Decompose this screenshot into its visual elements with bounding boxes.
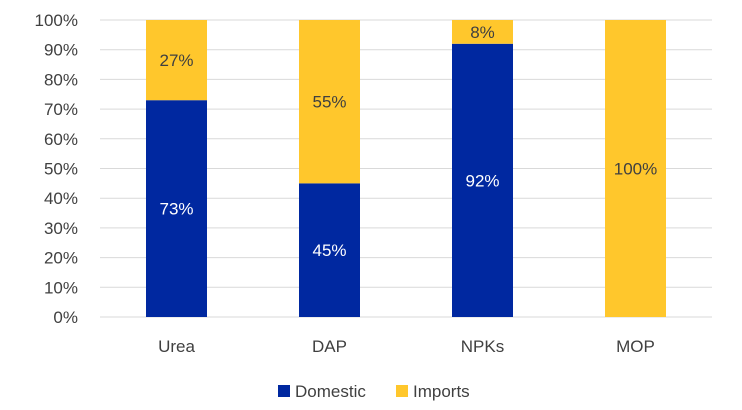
y-axis: 0% 10% 20% 30% 40% 50% 60% 70% 80% 90% 100% <box>35 11 78 327</box>
y-tick-label: 40% <box>44 189 78 208</box>
y-tick-label: 10% <box>44 278 78 297</box>
y-tick-label: 70% <box>44 100 78 119</box>
data-label-imports: 8% <box>470 23 495 42</box>
y-tick-label: 30% <box>44 219 78 238</box>
bar-imports <box>299 20 360 184</box>
x-tick-label: NPKs <box>461 337 504 356</box>
bar-imports <box>605 20 666 317</box>
y-tick-label: 20% <box>44 249 78 268</box>
bars: 73% 27% 45% 55% 92% 8% 100% <box>146 20 666 317</box>
bar-domestic <box>146 100 207 317</box>
y-tick-label: 90% <box>44 41 78 60</box>
y-tick-label: 0% <box>53 308 78 327</box>
data-label-imports: 100% <box>614 160 657 179</box>
bar-domestic <box>299 183 360 317</box>
bar-imports <box>146 20 207 101</box>
bar-imports <box>452 20 513 44</box>
data-label-imports: 55% <box>312 93 346 112</box>
x-tick-label: Urea <box>158 337 195 356</box>
data-label-domestic: 45% <box>312 241 346 260</box>
legend: Domestic Imports <box>278 382 470 401</box>
legend-label-imports: Imports <box>413 382 470 401</box>
legend-swatch-domestic <box>278 385 290 397</box>
data-label-domestic: 92% <box>465 171 499 190</box>
x-axis: Urea DAP NPKs MOP <box>158 337 655 356</box>
x-tick-label: MOP <box>616 337 655 356</box>
y-tick-label: 60% <box>44 130 78 149</box>
y-tick-label: 50% <box>44 160 78 179</box>
data-label-imports: 27% <box>159 51 193 70</box>
y-tick-label: 100% <box>35 11 78 30</box>
legend-swatch-imports <box>396 385 408 397</box>
x-tick-label: DAP <box>312 337 347 356</box>
data-label-domestic: 73% <box>159 200 193 219</box>
bar-domestic <box>452 43 513 317</box>
y-tick-label: 80% <box>44 70 78 89</box>
legend-label-domestic: Domestic <box>295 382 366 401</box>
